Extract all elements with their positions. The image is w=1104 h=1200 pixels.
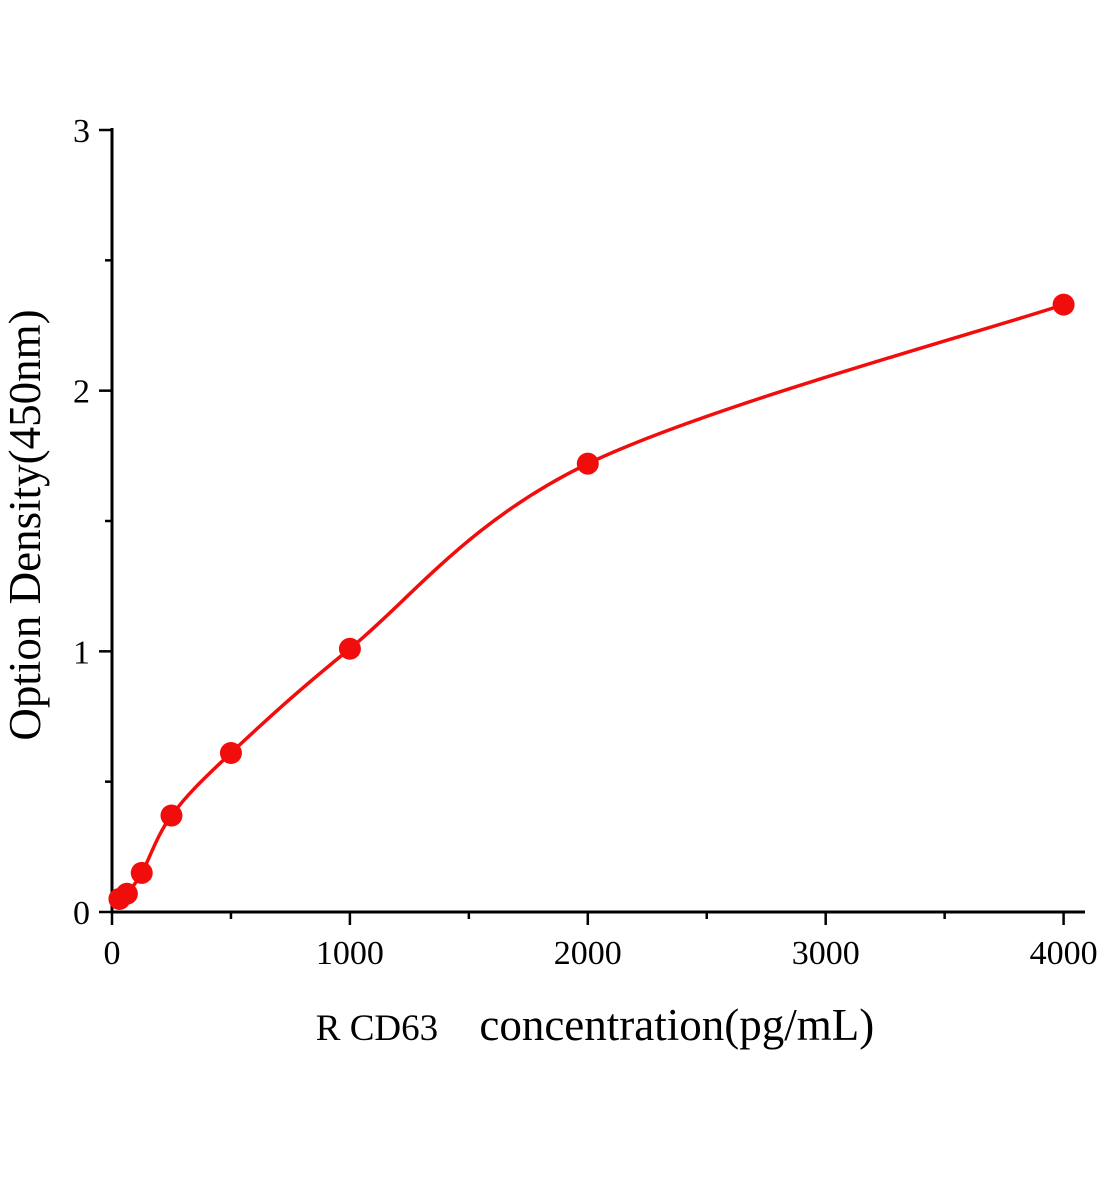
- y-tick-label: 3: [73, 113, 90, 150]
- fit-curve: [117, 302, 1066, 901]
- y-tick-label: 0: [73, 895, 90, 932]
- x-tick-label: 2000: [554, 935, 622, 972]
- data-point: [338, 637, 361, 660]
- x-axis-title-prefix: R CD63: [316, 1008, 438, 1049]
- data-point: [115, 882, 138, 905]
- x-axis-title-main: concentration(pg/mL): [479, 1000, 874, 1050]
- data-point: [576, 452, 599, 475]
- data-point: [160, 804, 183, 827]
- x-tick-label: 1000: [316, 935, 384, 972]
- y-tick-label: 2: [73, 374, 90, 411]
- x-tick-label: 4000: [1030, 935, 1098, 972]
- y-axis-title: Option Density(450nm): [0, 309, 50, 740]
- y-tick-label: 1: [73, 634, 90, 671]
- data-point: [130, 861, 153, 884]
- x-tick-label: 0: [104, 935, 121, 972]
- x-axis-title: R CD63 concentration(pg/mL): [316, 1000, 874, 1050]
- plot-area: 0 1000 2000 3000 4000 0 1 2 3: [73, 113, 1098, 972]
- x-tick-label: 3000: [792, 935, 860, 972]
- data-point: [1052, 293, 1075, 316]
- data-point: [219, 741, 242, 764]
